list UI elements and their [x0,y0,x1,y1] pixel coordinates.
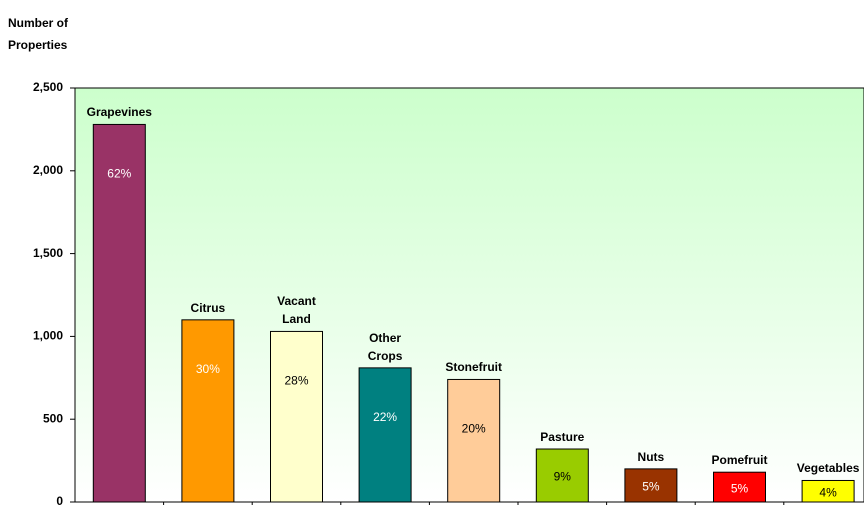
share-label: 22% [373,410,397,424]
category-label: Nuts [637,449,665,464]
bar [713,471,766,503]
share-label: 20% [462,422,486,436]
y-tick-label: 500 [43,411,63,425]
y-tick-label: 1,500 [33,246,63,260]
y-tick-label: 2,500 [33,80,63,94]
bar [801,479,855,503]
share-label: 5% [731,481,749,495]
category-label: Stonefruit [445,360,503,375]
category-label: Other Crops [367,330,403,363]
bar [270,330,323,503]
y-tick-label: 1,000 [33,329,63,343]
bar [181,319,235,503]
category-label: Grapevines [86,105,152,120]
y-tick-label: 2,000 [33,163,63,177]
category-label: Citrus [190,300,226,315]
category-label: Vacant Land [277,294,316,327]
y-axis-title: Number of Properties [8,16,68,52]
bar [624,468,678,503]
bar [447,378,501,503]
share-label: 4% [819,485,837,499]
share-label: 28% [284,374,308,388]
bar [92,123,146,503]
category-label: Vegetables [796,461,860,476]
y-tick-label: 0 [56,494,63,505]
bar [535,448,589,503]
category-label: Pasture [540,430,585,444]
share-label: 30% [196,362,220,376]
share-label: 62% [107,167,131,181]
share-label: 9% [554,470,572,484]
bar [358,367,412,503]
share-label: 5% [642,480,660,494]
category-label: Pomefruit [711,453,768,468]
